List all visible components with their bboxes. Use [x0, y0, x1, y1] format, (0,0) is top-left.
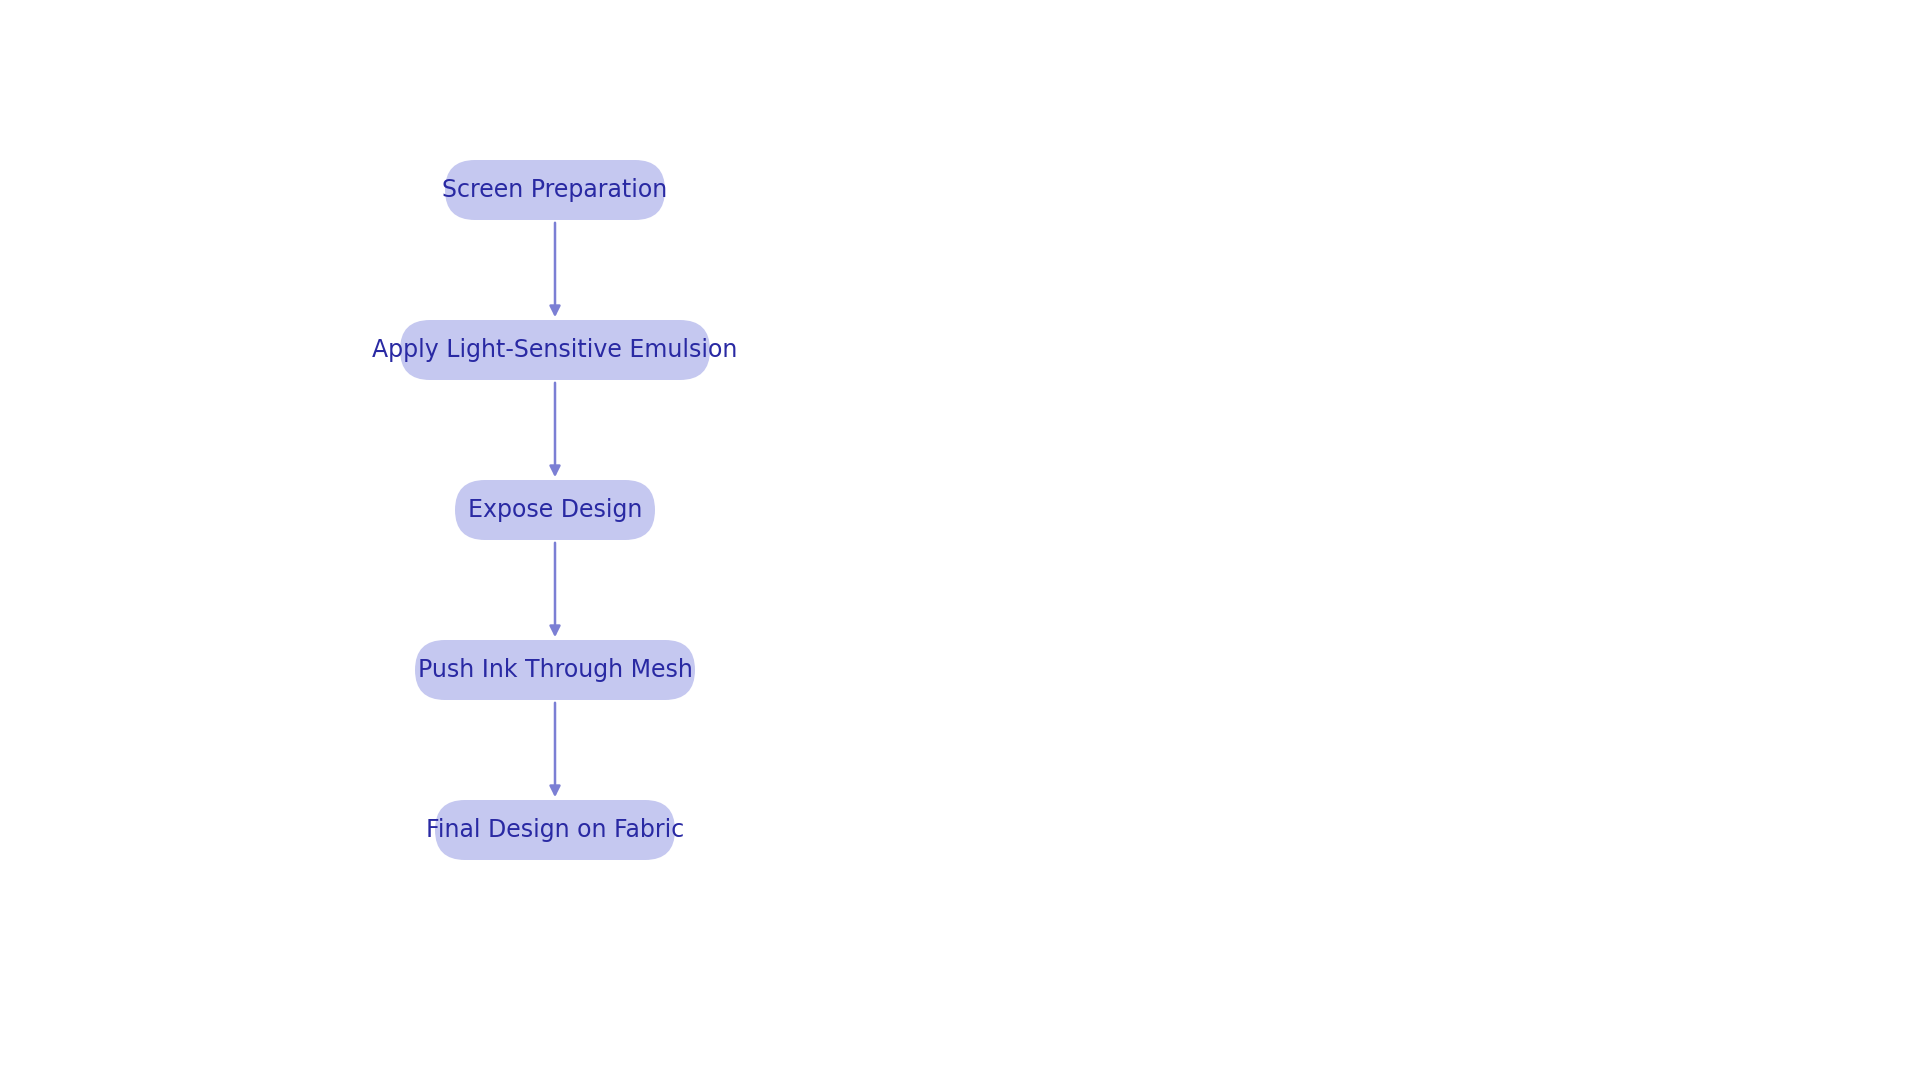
FancyBboxPatch shape: [399, 320, 710, 380]
FancyBboxPatch shape: [445, 160, 664, 220]
Text: Final Design on Fabric: Final Design on Fabric: [426, 818, 684, 842]
Text: Push Ink Through Mesh: Push Ink Through Mesh: [417, 658, 693, 681]
FancyBboxPatch shape: [436, 800, 676, 860]
FancyBboxPatch shape: [415, 640, 695, 700]
Text: Screen Preparation: Screen Preparation: [442, 178, 668, 202]
Text: Expose Design: Expose Design: [468, 498, 641, 522]
FancyBboxPatch shape: [455, 480, 655, 540]
Text: Apply Light-Sensitive Emulsion: Apply Light-Sensitive Emulsion: [372, 338, 737, 362]
